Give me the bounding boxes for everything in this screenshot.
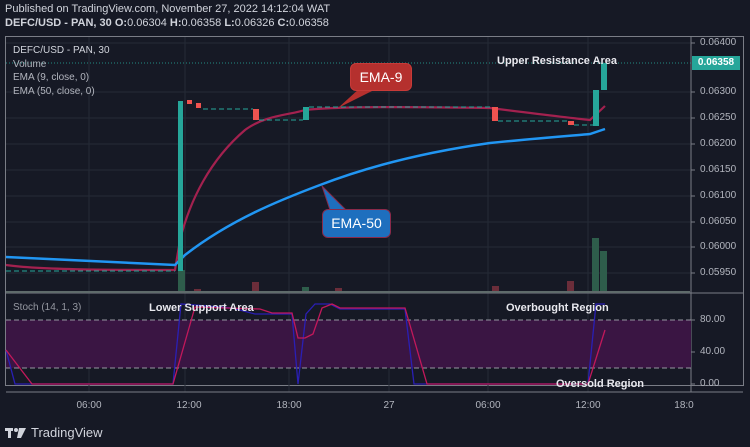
time-tick: 18:00 [276,400,302,411]
overbought-label: Overbought Region [506,302,609,314]
price-tick: 0.06250 [700,112,737,123]
price-tick: 0.06000 [700,241,737,252]
close-label: C: [277,17,290,29]
ema50-line[interactable] [5,127,606,267]
legend-volume[interactable]: Volume [13,58,47,70]
open-value: 0.06304 [127,17,167,29]
time-tick: 18:0 [674,400,694,411]
current-price-tag: 0.06358 [692,56,740,70]
price-tick: 0.06050 [700,216,737,227]
high-label: H: [169,17,182,29]
candles [178,63,607,271]
stoch-tick: 40.00 [700,346,726,357]
ohlc-bar: DEFC/USD - PAN, 30 O:0.06304 H:0.06358 L… [5,17,329,29]
time-tick: 12:00 [176,400,202,411]
time-tick: 06:00 [475,400,501,411]
close-value: 0.06358 [289,17,329,29]
stoch-tick: 80.00 [700,314,726,325]
upper-resistance-label: Upper Resistance Area [497,55,618,67]
published-info: Published on TradingView.com, November 2… [5,3,331,15]
brand-name: TradingView [31,425,103,440]
price-tick: 0.06200 [700,138,737,149]
stoch-band [6,320,691,368]
stoch-tick: 0.00 [700,378,720,389]
time-tick: 12:00 [575,400,601,411]
legend-ema9[interactable]: EMA (9, close, 0) [13,72,90,83]
price-tick: 0.06300 [700,86,737,97]
low-value: 0.06326 [234,17,275,29]
legend-ema50[interactable]: EMA (50, close, 0) [13,85,95,97]
stoch-label[interactable]: Stoch (14, 1, 3) [13,302,82,313]
axis-ticks [691,42,695,385]
low-label: L: [224,17,235,29]
price-tick: 0.06150 [700,164,737,175]
time-tick: 27 [383,400,395,411]
oversold-label: Oversold Region [556,378,645,390]
legend: DEFC/USD - PAN, 30 Volume EMA (9, close,… [13,44,110,98]
ema50-callout: EMA-50 [322,209,391,238]
price-tick: 0.06400 [700,37,737,48]
high-value: 0.06358 [181,17,222,29]
volume-bars [178,238,607,292]
lower-support-label: Lower Support Area [149,302,254,314]
time-tick: 06:00 [76,400,102,411]
chart-frame [5,36,744,386]
open-label: O: [114,17,128,29]
price-tick: 0.06100 [700,190,737,201]
legend-title: DEFC/USD - PAN, 30 [13,45,110,56]
price-tick: 0.05950 [700,267,737,278]
symbol-title: DEFC/USD - PAN, 30 [5,17,112,29]
stoch-d-line[interactable] [5,303,606,385]
ema9-line[interactable] [5,105,606,272]
stoch-k-line[interactable] [5,303,605,385]
close-dashed-lines [203,106,593,126]
tradingview-logo-icon [5,427,26,438]
tradingview-brand[interactable]: TradingView [5,425,103,440]
ema9-callout: EMA-9 [350,63,412,91]
